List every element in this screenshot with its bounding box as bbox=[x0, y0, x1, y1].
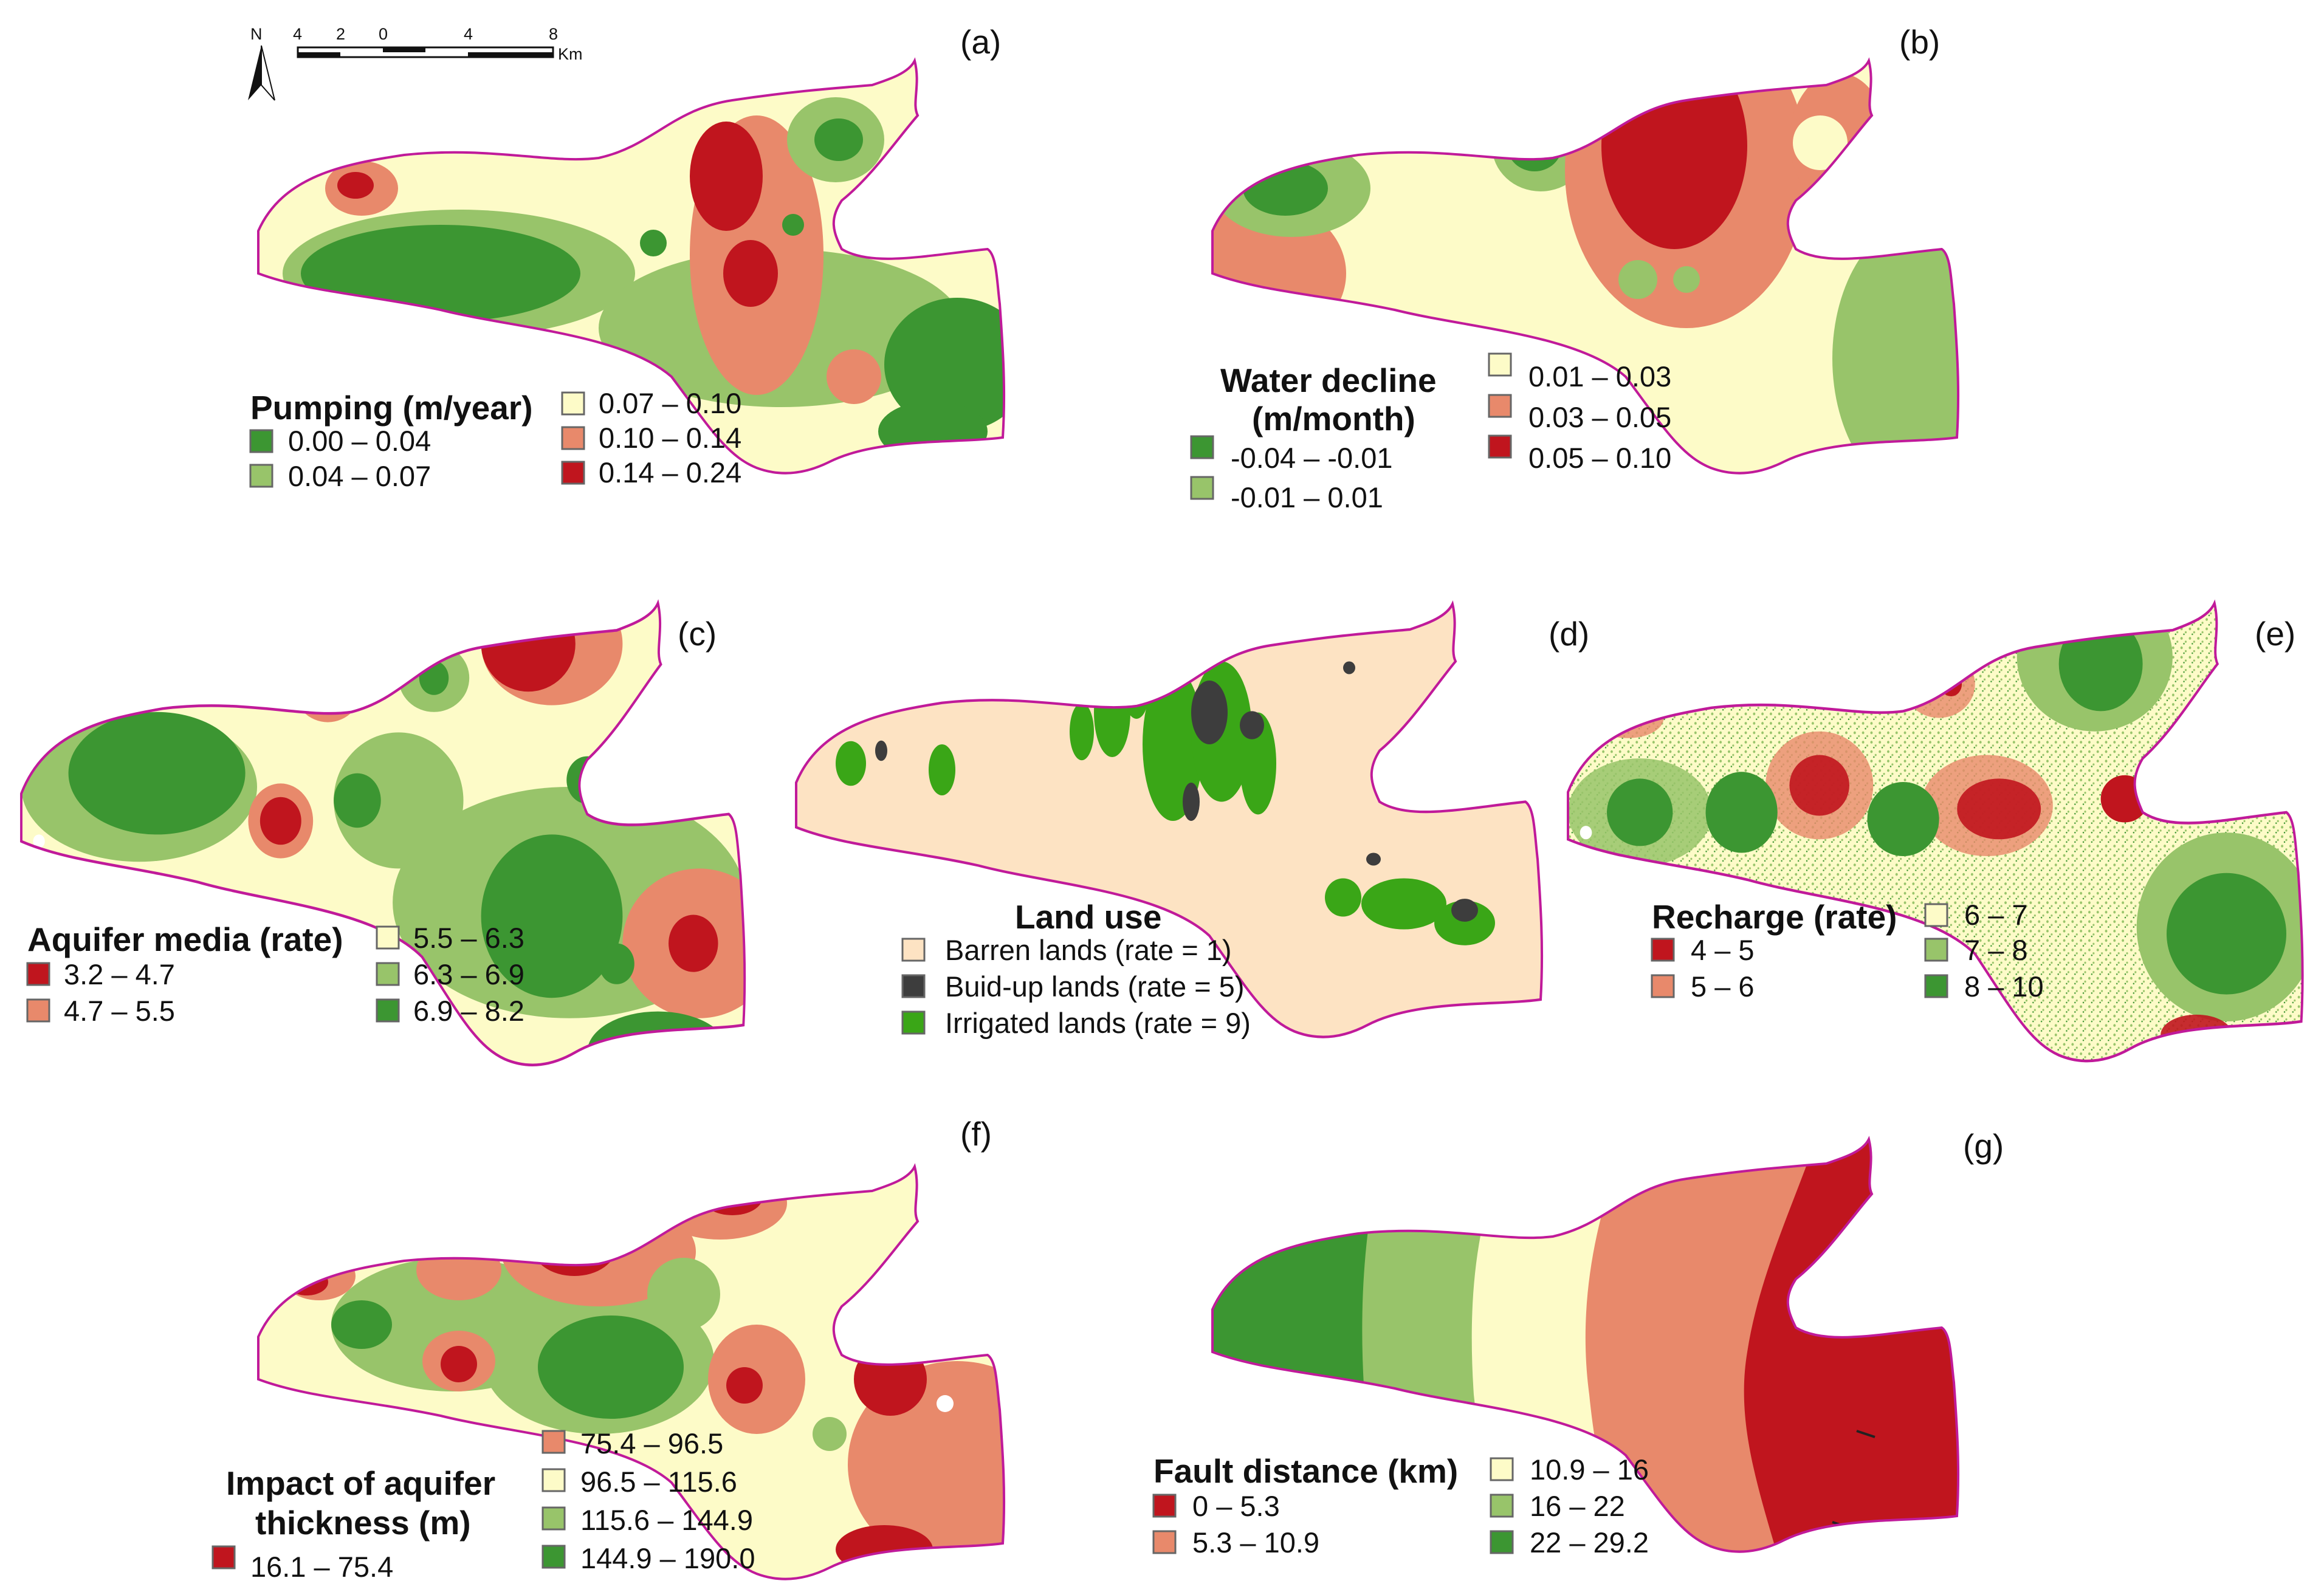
scale-tick-3: 4 bbox=[464, 25, 473, 43]
legend-b-item-1: -0.01 – 0.01 bbox=[1231, 481, 1383, 513]
legend-a-item-3: 0.10 – 0.14 bbox=[599, 422, 741, 454]
legend-f-item-3: 115.6 – 144.9 bbox=[580, 1504, 753, 1536]
legend-c-item-1: 4.7 – 5.5 bbox=[64, 995, 175, 1027]
scale-tick-4: 8 bbox=[549, 25, 558, 43]
legend-d-item-2: Irrigated lands (rate = 9) bbox=[945, 1007, 1251, 1039]
map-e bbox=[1568, 603, 2303, 1062]
scale-tick-1: 2 bbox=[336, 25, 345, 43]
legend-e-item-0: 4 – 5 bbox=[1691, 934, 1755, 966]
legend-e-item-3: 7 – 8 bbox=[1964, 934, 2028, 966]
panel-label-a: (a) bbox=[960, 23, 1001, 61]
legend-c-item-0: 3.2 – 4.7 bbox=[64, 958, 175, 990]
legend-d: Land use Barren lands (rate = 1) Buid-up… bbox=[901, 898, 1251, 1039]
panel-label-g: (g) bbox=[1963, 1127, 2004, 1165]
legend-f-item-1: 75.4 – 96.5 bbox=[580, 1427, 723, 1460]
scale-bar: 4 2 0 4 8 Km bbox=[293, 25, 583, 63]
legend-c-title: Aquifer media (rate) bbox=[27, 921, 343, 958]
panel-label-d: (d) bbox=[1549, 615, 1589, 653]
panel-label-f: (f) bbox=[960, 1115, 992, 1153]
legend-a-title: Pumping (m/year) bbox=[250, 389, 533, 427]
legend-g-item-3: 16 – 22 bbox=[1530, 1490, 1625, 1522]
legend-g-item-4: 22 – 29.2 bbox=[1530, 1526, 1649, 1559]
legend-b: Water decline (m/month) -0.04 – -0.01 -0… bbox=[1190, 352, 1671, 513]
legend-c: Aquifer media (rate) 3.2 – 4.7 4.7 – 5.5… bbox=[26, 921, 524, 1027]
legend-g: Fault distance (km) 0 – 5.3 5.3 – 10.9 1… bbox=[1152, 1452, 1649, 1559]
legend-d-item-1: Buid-up lands (rate = 5) bbox=[945, 970, 1244, 1003]
legend-f: Impact of aquifer thickness (m) 16.1 – 7… bbox=[211, 1427, 755, 1583]
legend-b-item-2: 0.01 – 0.03 bbox=[1528, 360, 1671, 393]
panel-label-b: (b) bbox=[1899, 23, 1940, 61]
north-label: N bbox=[250, 25, 263, 43]
panel-e bbox=[1556, 583, 2322, 1075]
legend-g-title: Fault distance (km) bbox=[1153, 1452, 1458, 1490]
legend-d-item-0: Barren lands (rate = 1) bbox=[945, 934, 1232, 966]
scale-tick-0: 4 bbox=[293, 25, 302, 43]
legend-e-item-2: 6 – 7 bbox=[1964, 899, 2028, 931]
legend-a: Pumping (m/year) 0.00 – 0.04 0.04 – 0.07… bbox=[249, 387, 741, 492]
legend-g-item-0: 0 – 5.3 bbox=[1192, 1490, 1280, 1522]
scale-unit: Km bbox=[558, 45, 583, 63]
legend-a-item-4: 0.14 – 0.24 bbox=[599, 456, 741, 489]
legend-b-item-0: -0.04 – -0.01 bbox=[1231, 442, 1393, 474]
legend-b-item-4: 0.05 – 0.10 bbox=[1528, 442, 1671, 474]
north-arrow: N bbox=[248, 25, 275, 101]
legend-c-item-3: 6.3 – 6.9 bbox=[413, 958, 524, 990]
legend-f-item-4: 144.9 – 190.0 bbox=[580, 1542, 755, 1574]
panel-label-e: (e) bbox=[2255, 615, 2295, 653]
legend-b-item-3: 0.03 – 0.05 bbox=[1528, 401, 1671, 433]
legend-e-item-4: 8 – 10 bbox=[1964, 970, 2044, 1003]
legend-a-item-2: 0.07 – 0.10 bbox=[599, 387, 741, 419]
legend-b-title-line-1: Water decline bbox=[1220, 362, 1437, 399]
legend-e-item-1: 5 – 6 bbox=[1691, 970, 1755, 1003]
legend-g-item-1: 5.3 – 10.9 bbox=[1192, 1526, 1319, 1559]
legend-d-title: Land use bbox=[1015, 898, 1161, 936]
legend-f-item-2: 96.5 – 115.6 bbox=[580, 1466, 737, 1498]
panel-label-c: (c) bbox=[678, 615, 717, 653]
legend-b-title-line-2: (m/month) bbox=[1252, 400, 1415, 437]
legend-c-item-4: 6.9 – 8.2 bbox=[413, 995, 524, 1027]
legend-f-title-line-1: Impact of aquifer bbox=[226, 1464, 495, 1502]
legend-c-item-2: 5.5 – 6.3 bbox=[413, 922, 524, 954]
legend-f-item-0: 16.1 – 75.4 bbox=[250, 1551, 393, 1583]
legend-e-title: Recharge (rate) bbox=[1652, 898, 1897, 936]
legend-a-item-1: 0.04 – 0.07 bbox=[288, 460, 431, 492]
legend-g-item-2: 10.9 – 16 bbox=[1530, 1453, 1649, 1486]
legend-e: Recharge (rate) 4 – 5 5 – 6 6 – 7 7 – 8 … bbox=[1651, 898, 2044, 1003]
legend-a-item-0: 0.00 – 0.04 bbox=[288, 425, 431, 457]
scale-tick-2: 0 bbox=[379, 25, 388, 43]
legend-f-title-line-2: thickness (m) bbox=[255, 1504, 471, 1542]
